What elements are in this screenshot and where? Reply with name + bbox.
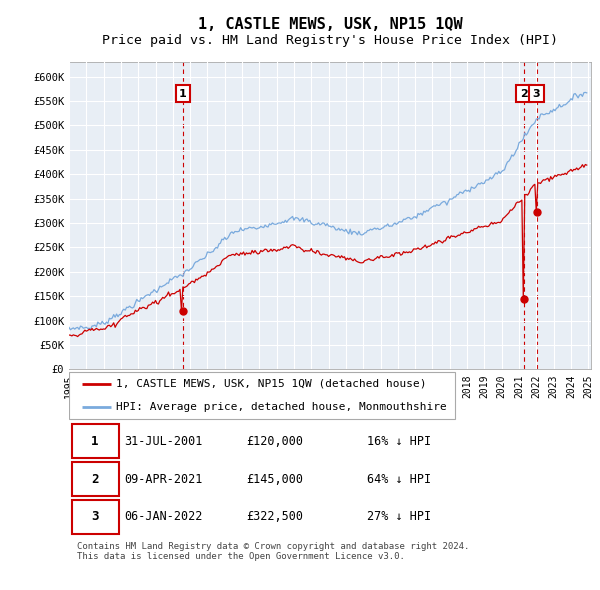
- Text: 1: 1: [91, 435, 99, 448]
- Text: 3: 3: [533, 88, 541, 99]
- Text: HPI: Average price, detached house, Monmouthshire: HPI: Average price, detached house, Monm…: [116, 402, 447, 412]
- Text: 31-JUL-2001: 31-JUL-2001: [124, 435, 202, 448]
- Text: 09-APR-2021: 09-APR-2021: [124, 473, 202, 486]
- FancyBboxPatch shape: [71, 462, 119, 496]
- Text: 06-JAN-2022: 06-JAN-2022: [124, 510, 202, 523]
- Text: 1, CASTLE MEWS, USK, NP15 1QW (detached house): 1, CASTLE MEWS, USK, NP15 1QW (detached …: [116, 379, 427, 388]
- FancyBboxPatch shape: [69, 372, 455, 419]
- Text: £120,000: £120,000: [247, 435, 304, 448]
- FancyBboxPatch shape: [71, 424, 119, 458]
- Text: 2: 2: [91, 473, 99, 486]
- Text: 1: 1: [179, 88, 187, 99]
- Text: £322,500: £322,500: [247, 510, 304, 523]
- Text: 27% ↓ HPI: 27% ↓ HPI: [367, 510, 431, 523]
- Text: £145,000: £145,000: [247, 473, 304, 486]
- Text: 16% ↓ HPI: 16% ↓ HPI: [367, 435, 431, 448]
- FancyBboxPatch shape: [71, 500, 119, 534]
- Text: 3: 3: [91, 510, 99, 523]
- Text: 64% ↓ HPI: 64% ↓ HPI: [367, 473, 431, 486]
- Text: Contains HM Land Registry data © Crown copyright and database right 2024.
This d: Contains HM Land Registry data © Crown c…: [77, 542, 469, 561]
- Text: 1, CASTLE MEWS, USK, NP15 1QW: 1, CASTLE MEWS, USK, NP15 1QW: [197, 17, 463, 31]
- Text: 2: 2: [520, 88, 527, 99]
- Text: Price paid vs. HM Land Registry's House Price Index (HPI): Price paid vs. HM Land Registry's House …: [102, 34, 558, 47]
